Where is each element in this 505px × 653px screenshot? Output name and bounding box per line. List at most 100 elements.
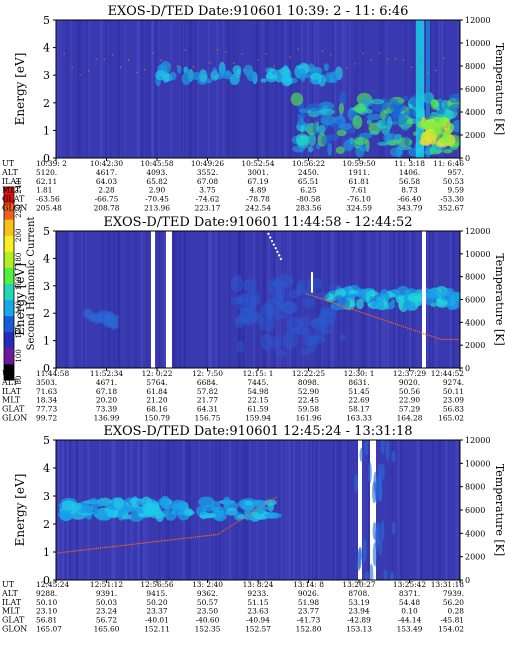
temperature-point (305, 293, 308, 295)
temperature-point (243, 517, 245, 519)
ephemeris-value: 56.72 (96, 616, 117, 625)
spectrogram-blob (338, 122, 353, 130)
spectrogram-blob (377, 141, 389, 146)
temperature-point (424, 333, 427, 335)
temperature-point (61, 551, 63, 554)
spectrogram-stripe (355, 440, 358, 580)
colorbar-tick-label: 100 (15, 349, 23, 362)
spectrogram-blob (366, 113, 383, 120)
spectrogram-blob (359, 447, 364, 462)
spectrogram-blob (290, 92, 304, 106)
spectrogram-blob (300, 124, 305, 133)
ephemeris-value: 77.73 (36, 405, 57, 414)
ephemeris-value: 6684. (197, 378, 218, 387)
colorbar-segment (4, 219, 14, 236)
temperature-point (356, 310, 358, 312)
spectrogram-stripe (345, 440, 347, 580)
temperature-point (162, 540, 164, 542)
spectrogram-stripe (56, 20, 59, 158)
temperature-point (87, 70, 90, 72)
temperature-point (443, 338, 445, 341)
temperature-point (338, 304, 340, 306)
ephemeris-value: 163.33 (346, 414, 372, 423)
spectrogram-stripe (154, 231, 157, 368)
y-tick-label: 0 (43, 362, 50, 375)
y-tick-label: 3 (43, 280, 50, 293)
ephemeris-value: 57.29 (399, 405, 420, 414)
spectrogram-blob (170, 502, 188, 511)
y-axis-label: Energy [eV] (13, 474, 27, 547)
ephemeris-value: 54.48 (399, 598, 420, 607)
temperature-point (81, 549, 83, 551)
spectrogram-stripe (364, 440, 367, 580)
temperature-point (156, 540, 158, 543)
temperature-point (164, 539, 166, 542)
y2-tick-label: 6000 (465, 296, 485, 305)
spectrogram-stripe (414, 20, 417, 158)
x-tick-label: 10:56:22 (292, 159, 325, 168)
ephemeris-value: 56.58 (399, 177, 420, 186)
y-tick-label: 5 (43, 14, 50, 27)
temperature-point (150, 541, 152, 543)
spectrogram-blob (270, 336, 282, 350)
ephemeris-value: 50.11 (443, 387, 464, 396)
spectrogram-blob (377, 474, 382, 487)
spectrogram-stripe (332, 440, 335, 580)
spectrogram-stripe (70, 20, 73, 158)
ephemeris-value: 8371. (399, 589, 420, 598)
spectrogram-stripe (215, 231, 217, 368)
temperature-point (184, 537, 186, 539)
temperature-point (172, 538, 174, 541)
ephemeris-value: 23.94 (348, 607, 369, 616)
ephemeris-value: 54.98 (247, 387, 268, 396)
spectrogram-stripe (105, 20, 107, 158)
y2-tick-label: 4000 (465, 318, 485, 327)
spectrogram-blob (391, 450, 396, 463)
spectrogram-blob (441, 99, 450, 111)
temperature-point (257, 59, 259, 61)
spectrogram-blob (308, 63, 315, 74)
spectrogram-blob (207, 78, 212, 84)
spectrogram-stripe (404, 20, 407, 158)
temperature-point (59, 552, 61, 554)
spectrogram-stripe (60, 20, 62, 158)
y-tick-label: 0 (43, 574, 50, 587)
spectrogram-blob (366, 290, 379, 297)
spectrogram-blob (306, 103, 322, 112)
temperature-point (431, 335, 433, 337)
temperature-point (158, 540, 160, 542)
temperature-point (400, 325, 403, 327)
temperature-point (115, 545, 118, 547)
spectrogram-stripe (173, 231, 175, 368)
temperature-point (200, 535, 203, 538)
x-tick-label: 10:42:30 (90, 159, 123, 168)
spectrogram-stripe (429, 20, 432, 158)
spectrogram-blob (281, 75, 293, 87)
temperature-point (449, 338, 451, 341)
spectrogram-blob (376, 521, 381, 545)
temperature-point (97, 547, 100, 549)
ephemeris-value: 205.48 (36, 204, 62, 213)
spectrogram-stripe (134, 231, 137, 368)
ephemeris-value: 156.75 (195, 414, 221, 423)
spectrogram-stripe (174, 231, 178, 368)
colorbar-tick-label: 140 (15, 301, 23, 314)
temperature-point (362, 312, 364, 314)
temperature-point (121, 544, 124, 547)
temperature-point (101, 547, 104, 549)
spectrogram-stripe (87, 20, 90, 158)
temperature-point (402, 59, 405, 61)
temperature-point (297, 48, 300, 51)
spectrogram-blob (264, 512, 282, 519)
temperature-point (447, 338, 449, 341)
spectrogram-blob (109, 316, 120, 329)
spectrogram-stripe (77, 20, 80, 158)
ephemeris-value: 8708. (348, 589, 369, 598)
temperature-point (89, 548, 92, 550)
spectrogram-blob (383, 569, 388, 580)
ephemeris-value: 18.34 (36, 396, 57, 405)
temperature-point (218, 532, 221, 534)
temperature-point (99, 547, 102, 549)
ephemeris-value: 957. (448, 168, 464, 177)
